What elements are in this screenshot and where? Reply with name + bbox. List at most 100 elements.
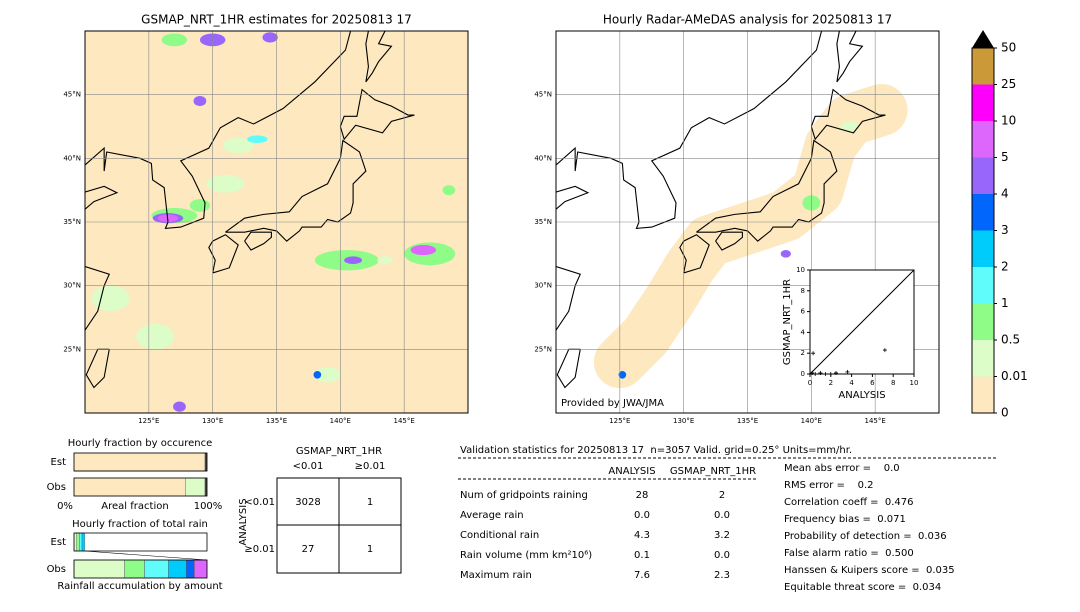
colorbar-segment [972,194,994,231]
bar-segment [79,532,83,552]
stats-header: Validation statistics for 20250813 17 n=… [460,445,852,456]
coastline [679,234,710,274]
scatter-point [823,372,828,376]
colorbar-label: 25 [1001,77,1016,91]
lon-tick-label: 145°E [394,417,415,425]
axis-label: 100% [194,501,223,512]
bar-segment [73,452,206,472]
lon-tick-label: 125°E [138,417,159,425]
lon-tick-label: 135°E [737,417,758,425]
precip-area [173,401,186,412]
col-label: ANALYSIS [608,466,655,477]
colorbar-label: 0.5 [1001,333,1020,347]
precip-area [193,95,207,107]
scatter-point [808,372,812,376]
precip-area [189,199,211,212]
cell: 3028 [295,497,320,508]
colorbar-segment [972,84,994,121]
coastline [208,234,239,274]
precip-area [136,323,175,350]
row-label: Conditional rain [460,530,539,541]
row-label: <0.01 [244,497,275,508]
cell: 0.0 [714,550,730,561]
cell: 0.0 [634,510,650,521]
precip-area [161,33,188,47]
lon-tick-label: 145°E [865,417,886,425]
map-frame [84,30,469,414]
bar-segment [124,559,145,579]
row-label: Average rain [460,510,524,521]
precip-area [262,32,278,43]
cell: 3.2 [714,530,730,541]
colorbar-segment [972,230,994,267]
scatter-point [811,351,816,356]
axis-label: Areal fraction [101,501,168,512]
lon-tick-label: 140°E [801,417,822,425]
precip-area [618,370,627,379]
row-label: Rain volume (mm km²10⁶) [460,550,592,561]
bar-segment [73,477,186,497]
x-tick-label: 10 [910,379,919,387]
colorbar-label: 4 [1001,187,1009,201]
lon-tick-label: 130°E [202,417,223,425]
lon-tick-label: 135°E [266,417,287,425]
colorbar-segment [972,157,994,194]
colorbar-segment [972,121,994,158]
scatter-point [818,370,823,375]
lon-tick-label: 140°E [330,417,351,425]
lat-tick-label: 25°N [63,345,81,353]
lon-tick-label: 125°E [609,417,630,425]
cell: 4.3 [634,530,650,541]
row-label: Est [51,457,67,468]
colorbar-segment [972,267,994,304]
colorbar-label: 5 [1001,150,1009,164]
bar-segment [73,559,125,579]
precip-area [313,370,322,379]
score: Correlation coeff = 0.476 [784,497,914,508]
scatter-point [828,372,833,376]
lon-tick-label: 130°E [673,417,694,425]
map-title: GSMAP_NRT_1HR estimates for 20250813 17 [141,13,412,27]
root: 125°E 130°E 135°E 140°E 145°E 25°N 30°N 35°N 40°… [47,13,1028,594]
bar-segment [168,559,187,579]
coastline [836,31,864,83]
row-label: Obs [47,482,66,493]
score: Frequency bias = 0.071 [784,514,906,525]
axis-label: 0% [57,501,73,512]
lat-tick-label: 45°N [63,91,81,99]
panel-title: Hourly fraction of total rain [72,519,208,530]
cell: 0.0 [714,510,730,521]
colorbar-label: 10 [1001,114,1016,128]
row-label: Est [51,537,67,548]
cell: 1 [367,544,373,555]
map: 125°E 130°E 135°E 140°E 145°E 25°N 30°N 35°N 40°… [63,13,469,425]
score: Hanssen & Kuipers score = 0.035 [784,565,955,576]
score: RMS error = 0.2 [784,480,874,491]
scatter-point [845,369,850,374]
bar-segment [186,559,195,579]
lat-tick-label: 35°N [534,218,552,226]
coastline [696,139,838,242]
row-label: ≥0.01 [244,544,275,555]
precip-area [442,185,456,196]
colorbar-segment [972,48,994,85]
y-tick-label: 10 [796,266,805,274]
score: Mean abs error = 0.0 [784,463,900,474]
bar-segment [81,532,85,552]
precip-area [410,244,437,256]
row-label: Maximum rain [460,570,532,581]
x-tick-label: 6 [870,379,875,387]
bar-frame [73,559,208,579]
coastline [244,231,272,251]
precip-area [840,121,859,132]
precip-area [206,174,245,193]
col-label: GSMAP_NRT_1HR [670,466,756,477]
colorbar-label: 50 [1001,41,1016,55]
row-title: ANALYSIS [238,498,249,545]
colorbar-label: 0 [1001,406,1009,420]
cell: 2 [719,490,725,501]
table-title: GSMAP_NRT_1HR [296,446,382,457]
precip-area [91,285,130,312]
colorbar-extend [972,30,994,48]
bar-segment [76,532,80,552]
